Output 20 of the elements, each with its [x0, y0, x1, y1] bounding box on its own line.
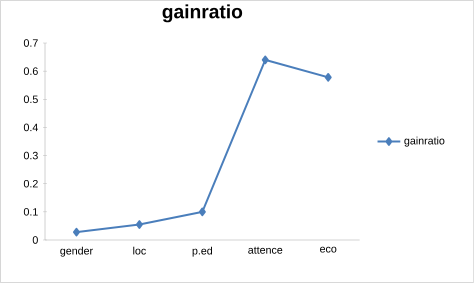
y-tick-label: 0.1 [24, 208, 38, 216]
x-tick-label: loc [133, 246, 146, 255]
y-tick-label: 0.6 [24, 67, 38, 75]
x-tick-label: attence [248, 246, 282, 254]
point [198, 208, 206, 216]
point [72, 228, 80, 236]
y-tick-label: 0.7 [24, 39, 38, 47]
chart-title: gainratio [162, 4, 242, 22]
y-tick-label: 0.5 [24, 96, 38, 104]
y-tick-label: 0 [32, 236, 38, 244]
y-tick-label: 0.4 [24, 124, 38, 132]
point [324, 73, 332, 82]
point [136, 220, 143, 229]
x-tick-label: p.ed [192, 246, 212, 257]
y-tick-label: 0.3 [24, 152, 38, 160]
y-tick-label: 0.2 [24, 180, 38, 188]
point [262, 56, 269, 64]
legend-label: gainratio [404, 136, 444, 147]
x-tick-label: eco [320, 246, 336, 253]
x-tick-label: gender [60, 246, 93, 257]
